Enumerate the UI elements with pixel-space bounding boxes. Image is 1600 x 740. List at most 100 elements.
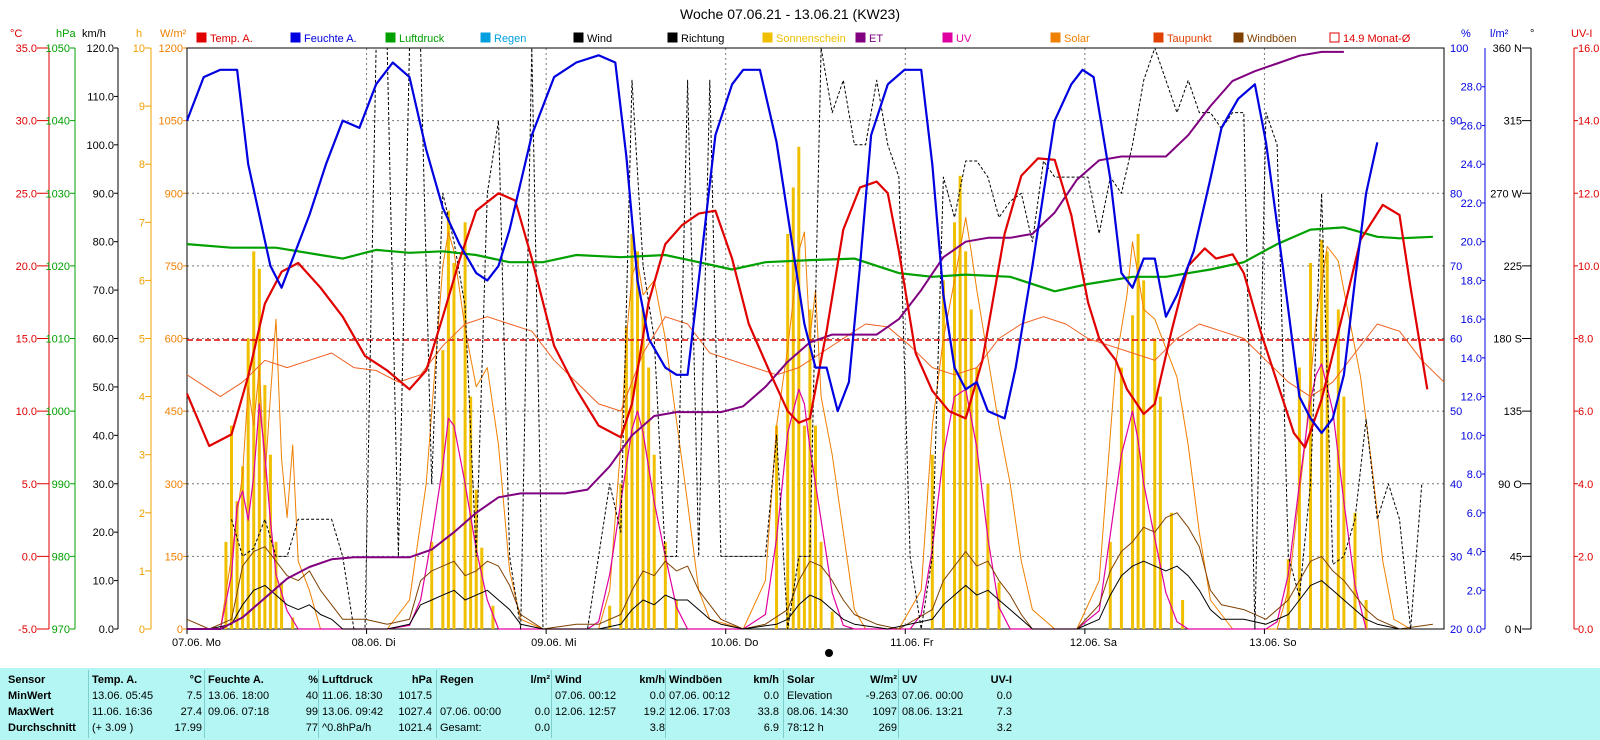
legend-swatch (290, 32, 301, 43)
sunshine-bar (975, 367, 979, 629)
tick-label: 100 (1450, 43, 1468, 55)
axis-unit: km/h (82, 28, 106, 40)
series-et (187, 50, 1344, 630)
tick-label: 18.0 (1461, 275, 1482, 287)
series-wind (187, 560, 1433, 630)
sunshine-bar (791, 187, 795, 629)
series-richtung (231, 47, 1423, 630)
stats-value: 1021.4 (398, 722, 432, 734)
sunshine-bar (430, 541, 434, 629)
tick-label: 900 (165, 188, 183, 200)
tick-label: 9 (139, 101, 145, 113)
sunshine-bar (1286, 559, 1290, 629)
stats-block: UV UV-I 07.06. 00:00 0.0 08.06. 13:21 7.3 3.2 (902, 668, 1012, 740)
tick-label: 750 (165, 261, 183, 273)
tick-label: 4.0 (1467, 547, 1482, 559)
legend-swatch (667, 32, 678, 43)
stats-block: Luftdruck hPa 11.06. 18:30 1017.5 13.06. 09:… (322, 668, 432, 740)
tick-label: 26.0 (1461, 120, 1482, 132)
tick-label: 80 (1450, 188, 1462, 200)
tick-label: 25.0 (16, 188, 37, 200)
sunshine-bar (1364, 599, 1368, 629)
tick-label: 0 (139, 624, 145, 636)
stats-value: 0.0 (534, 722, 550, 734)
stats-block: Regen l/m² 07.06. 00:00 0.0 Gesamt: 0.0 (440, 668, 550, 740)
sunshine-bar (1169, 512, 1173, 629)
stats-unit: UV-I (990, 674, 1012, 686)
sunshine-bar (619, 483, 623, 629)
axis-unit: W/m² (160, 28, 187, 40)
legend-label: Solar (1064, 33, 1090, 45)
tick-label: 70 (1450, 261, 1462, 273)
sunshine-bar (280, 582, 284, 629)
tick-label: 0.0 (22, 551, 37, 563)
sunshine-bar (797, 146, 801, 629)
stats-divider (665, 670, 666, 738)
legend-label: Sonnenschein (776, 33, 846, 45)
sunshine-bar (291, 617, 295, 629)
stats-time: 07.06. 00:12 (669, 690, 731, 702)
legend-swatch (1233, 32, 1244, 43)
stats-block: Wind km/h 07.06. 00:12 0.0 12.06. 12:57 19.2 3… (555, 668, 665, 740)
right-axes: % l/m² ° UV-I 20 30 40 50 60 70 80 90 100 0.0 2.0 4.0 6.… (1450, 28, 1599, 636)
legend-label: Regen (494, 33, 526, 45)
legend-swatch (196, 32, 207, 43)
legend-label: ET (869, 33, 883, 45)
sunshine-bar (636, 251, 640, 629)
sunshine-bar (969, 309, 973, 629)
tick-label: 4 (139, 392, 145, 404)
tick-label: 30 (1450, 551, 1462, 563)
tick-label: 6.0 (1578, 406, 1593, 418)
legend-label: Wind (587, 33, 612, 45)
stats-time: Gesamt: (440, 722, 482, 734)
legend-swatch (942, 32, 953, 43)
stats-time: (+ 3.09 ) (92, 722, 134, 734)
tick-label: 12.0 (1461, 392, 1482, 404)
x-tick-label: 07.06. Mo (172, 637, 221, 649)
x-axis: 07.06. Mo 08.06. Di 09.06. Mi 10.06. Do 11.0… (172, 629, 1297, 649)
sunshine-bar (1309, 262, 1313, 629)
x-tick-label: 09.06. Mi (531, 637, 576, 649)
stats-block: Feuchte A.% 13.06. 18:00 40 09.06. 07:18 99 7… (208, 668, 318, 740)
tick-label: 35.0 (16, 43, 37, 55)
stats-divider (436, 670, 437, 738)
sunshine-bar (647, 367, 651, 629)
sunshine-bar (652, 454, 656, 629)
tick-label: 5.0 (22, 479, 37, 491)
tick-label: 14.0 (1461, 353, 1482, 365)
sunshine-bar (775, 425, 779, 629)
tick-label: 2 (139, 508, 145, 520)
stats-block: Solar W/m² Elevation -9.263 08.06. 14:30 1097… (787, 668, 897, 740)
legend-swatch (855, 32, 866, 43)
stats-header: Windböen (669, 674, 723, 686)
sunshine-bar (641, 309, 645, 629)
tick-label: 360 N (1493, 43, 1522, 55)
sunshine-bar (263, 384, 267, 629)
tick-label: 7 (139, 217, 145, 229)
stats-divider (898, 670, 899, 738)
tick-label: 6.0 (1467, 508, 1482, 520)
legend-label: Luftdruck (399, 33, 445, 45)
axis-unit: % (1461, 28, 1471, 40)
stats-value: -9.263 (865, 690, 897, 702)
tick-label: 1040 (46, 116, 70, 128)
sunshine-bar (953, 222, 957, 630)
stats-header: Regen (440, 674, 474, 686)
stats-time: 07.06. 00:12 (555, 690, 617, 702)
stats-time: 78:12 h (787, 722, 824, 734)
tick-label: 10 (133, 43, 145, 55)
stats-value: 1027.4 (398, 706, 432, 718)
stats-time: 08.06. 14:30 (787, 706, 849, 718)
series-windböen (186, 512, 1433, 630)
sunshine-bar (235, 501, 239, 629)
tick-label: 8 (139, 159, 145, 171)
sunshine-bar (1142, 280, 1146, 629)
legend-swatch (1153, 32, 1164, 43)
stats-value: 3.8 (649, 722, 665, 734)
legend-swatch (385, 32, 396, 43)
stats-header: Luftdruck (322, 674, 373, 686)
tick-label: 90 (1450, 116, 1462, 128)
stats-time: 11.06. 16:36 (92, 706, 153, 718)
tick-label: 1020 (46, 261, 70, 273)
tick-label: 315 (1504, 116, 1522, 128)
